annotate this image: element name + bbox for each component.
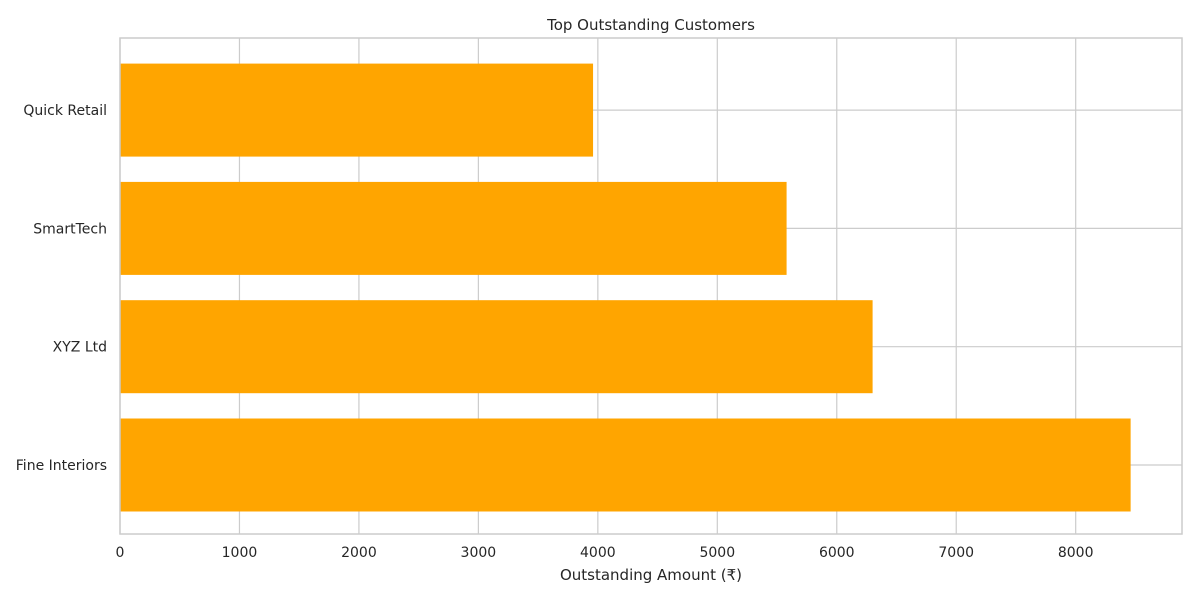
x-tick-label: 8000: [1058, 545, 1094, 561]
x-axis-label: Outstanding Amount (₹): [560, 566, 742, 584]
y-tick-label: SmartTech: [33, 221, 107, 237]
x-tick-label: 5000: [699, 545, 735, 561]
x-tick-label: 6000: [819, 545, 855, 561]
y-tick-label: Fine Interiors: [16, 458, 107, 474]
x-tick-label: 1000: [222, 545, 258, 561]
chart-title: Top Outstanding Customers: [546, 16, 755, 34]
x-tick-label: 0: [116, 545, 125, 561]
x-tick-label: 4000: [580, 545, 616, 561]
y-tick-labels: Fine Interiors XYZ Ltd SmartTech Quick Reta…: [16, 103, 107, 474]
bar: [120, 418, 1131, 512]
x-tick-labels: 0 1000 2000 3000 4000 5000 6000 7000 8000: [116, 545, 1094, 561]
bar: [120, 300, 873, 394]
y-tick-label: XYZ Ltd: [53, 340, 107, 356]
x-tick-label: 7000: [938, 545, 974, 561]
x-tick-label: 3000: [461, 545, 497, 561]
bars: [120, 63, 1131, 512]
x-tick-label: 2000: [341, 545, 377, 561]
plot-frame: [119, 37, 1183, 535]
y-tick-label: Quick Retail: [23, 103, 107, 119]
bar: [120, 181, 787, 275]
bar: [120, 63, 594, 157]
